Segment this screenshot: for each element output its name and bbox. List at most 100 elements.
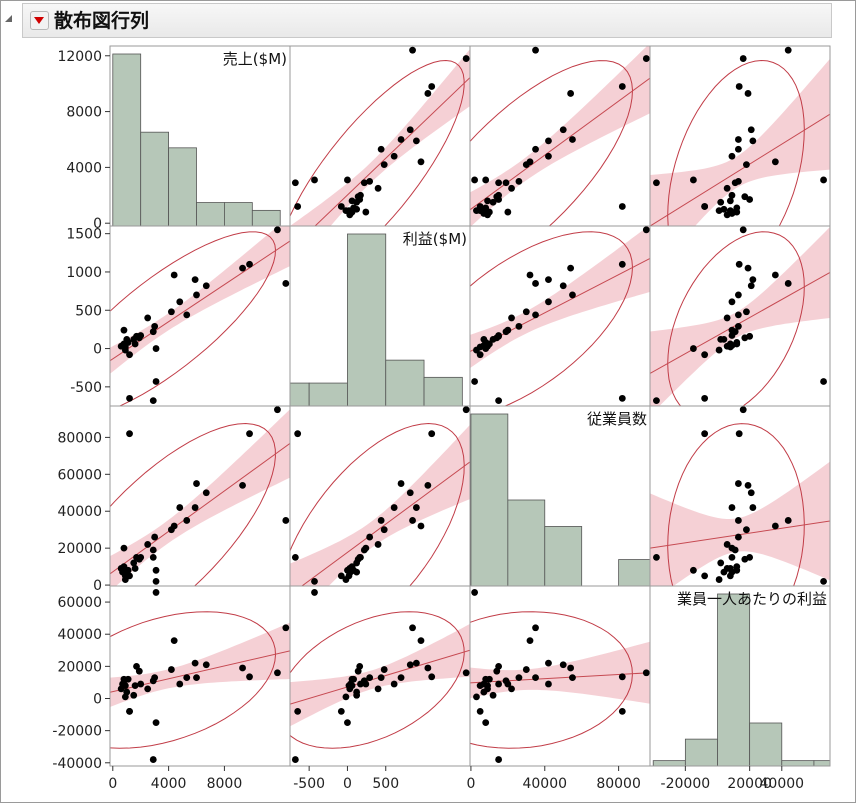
data-point	[642, 669, 650, 677]
data-point	[183, 311, 191, 319]
data-point	[428, 83, 436, 90]
data-point	[471, 589, 479, 596]
data-point	[522, 308, 530, 316]
data-point	[701, 351, 709, 359]
data-point	[723, 541, 731, 548]
data-point	[152, 719, 160, 727]
data-point	[784, 46, 792, 54]
density-ellipse	[290, 611, 465, 749]
density-ellipse	[470, 60, 634, 226]
x-tick-label: -500	[293, 776, 325, 792]
data-point	[739, 226, 747, 234]
data-point	[747, 126, 755, 134]
data-point	[744, 264, 752, 272]
data-point	[618, 673, 626, 681]
data-point	[545, 152, 552, 160]
data-point	[362, 680, 370, 688]
y-tick-label: -40000	[52, 756, 102, 772]
data-point	[149, 677, 157, 685]
data-point	[735, 260, 743, 268]
data-point	[728, 208, 736, 216]
red-triangle-menu-icon[interactable]	[30, 11, 49, 30]
data-point	[344, 176, 351, 184]
data-point	[526, 637, 534, 645]
histogram-bar	[652, 760, 686, 766]
data-point	[412, 137, 420, 145]
scatter-cell	[469, 45, 651, 227]
outline-header[interactable]	[5, 3, 832, 38]
histogram-bar	[470, 413, 509, 586]
confidence-band	[110, 226, 290, 374]
data-point	[291, 756, 299, 763]
data-point	[191, 504, 199, 511]
histogram-bar	[717, 593, 751, 766]
data-point	[193, 480, 200, 487]
confidence-band	[290, 424, 470, 586]
data-point	[342, 693, 350, 701]
data-point	[746, 332, 754, 340]
data-point	[489, 691, 497, 699]
data-point	[120, 680, 128, 688]
density-ellipse	[110, 611, 277, 749]
y-tick-label: 60000	[57, 467, 102, 483]
cell-border	[649, 585, 831, 767]
data-point	[342, 576, 350, 583]
data-point	[274, 669, 281, 677]
data-point	[715, 576, 723, 583]
y-tick-label: 1500	[66, 227, 102, 243]
disclosure-triangle-icon[interactable]	[5, 15, 12, 22]
data-point	[508, 184, 515, 192]
y-tick-label: 1000	[66, 265, 102, 281]
data-point	[406, 126, 414, 134]
data-point	[390, 504, 398, 511]
x-tick-label: 40000	[522, 776, 567, 792]
data-point	[462, 669, 470, 677]
data-point	[495, 332, 503, 340]
histogram-bar	[196, 202, 225, 226]
data-point	[294, 203, 302, 210]
data-point	[390, 680, 398, 688]
data-point	[504, 208, 512, 216]
data-point	[728, 553, 736, 561]
y-tick-label: 80000	[57, 430, 102, 446]
data-point	[362, 208, 370, 216]
data-point	[246, 260, 253, 268]
y-tick-label: -500	[70, 380, 102, 396]
data-point	[377, 517, 385, 524]
data-point	[183, 517, 191, 524]
density-ellipse	[110, 231, 277, 406]
data-point	[121, 693, 129, 701]
data-point	[545, 298, 552, 306]
data-point	[717, 198, 725, 206]
data-point	[504, 680, 512, 688]
confidence-band	[470, 226, 650, 369]
data-point	[515, 322, 523, 330]
data-point	[734, 533, 742, 541]
data-point	[532, 674, 539, 682]
data-point	[618, 707, 626, 715]
data-point	[120, 326, 128, 334]
data-point	[532, 624, 539, 632]
data-point	[121, 576, 129, 583]
data-point	[377, 145, 385, 153]
data-point	[484, 197, 491, 205]
density-ellipse	[667, 423, 805, 586]
data-point	[191, 659, 199, 667]
data-point	[193, 674, 200, 682]
confidence-band	[650, 226, 830, 406]
density-ellipse	[290, 59, 465, 226]
y-tick-label: 40000	[57, 504, 102, 520]
y-tick-label: 60000	[57, 595, 102, 611]
data-point	[337, 572, 345, 580]
data-point	[567, 664, 575, 672]
histogram-bar	[423, 376, 463, 406]
data-point	[374, 685, 382, 693]
fit-line	[301, 461, 470, 586]
histogram-bar	[347, 233, 387, 406]
data-point	[380, 161, 388, 169]
data-point	[743, 161, 750, 169]
data-point	[176, 298, 184, 306]
data-point	[734, 311, 742, 319]
fit-line	[650, 272, 830, 374]
data-point	[282, 517, 290, 524]
